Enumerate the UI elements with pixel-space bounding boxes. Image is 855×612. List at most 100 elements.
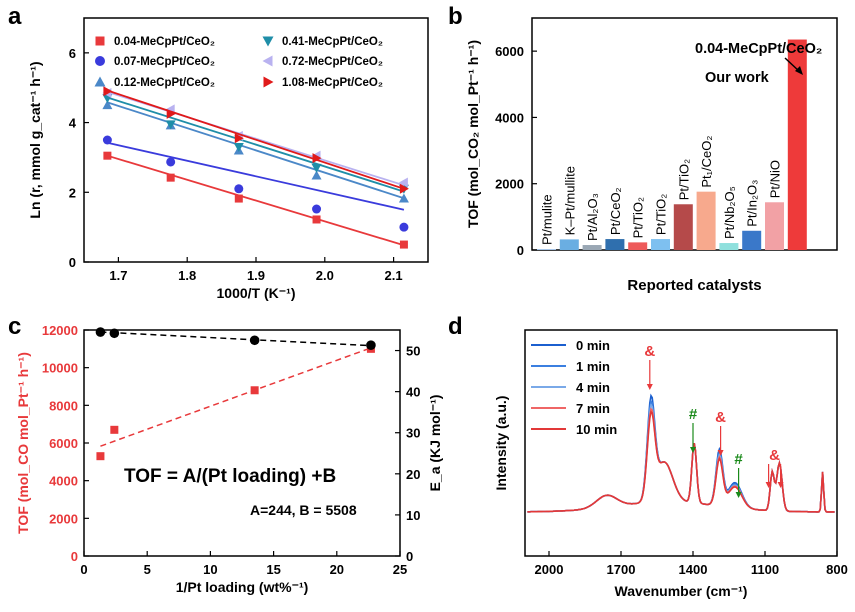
bar-label: K–Pt/mullite — [562, 166, 577, 235]
panel-label-d: d — [448, 313, 463, 340]
y-axis-label-right: E_a (KJ mol⁻¹) — [427, 395, 443, 492]
data-point — [311, 170, 322, 180]
bar-label: Pt/TiO₂ — [676, 159, 691, 200]
tof-point — [96, 452, 105, 461]
data-point — [311, 163, 322, 173]
y-tick-label-left: 2000 — [49, 511, 78, 526]
y-tick-label: 4000 — [495, 110, 524, 125]
data-point — [398, 193, 409, 203]
fit-line — [107, 154, 405, 247]
x-tick-label: 2.0 — [316, 268, 334, 283]
y-tick-label-left: 6000 — [49, 436, 78, 451]
x-tick-label: 15 — [266, 562, 280, 577]
y-tick-label-right: 20 — [406, 467, 420, 482]
annotation-arrow-head — [795, 66, 803, 75]
bar-label: Pt/NiO — [768, 160, 783, 198]
bar-label: Pt/In₂O₃ — [745, 180, 760, 227]
bar — [628, 242, 648, 250]
x-axis-label: 1000/T (K⁻¹) — [217, 285, 296, 301]
band-symbol: # — [734, 451, 743, 468]
data-point — [102, 100, 113, 110]
y-axis-label-left: TOF (mol_CO mol_Pt⁻¹ h⁻¹) — [15, 352, 31, 534]
band-symbol: & — [715, 409, 726, 426]
x-tick-label: 1.7 — [109, 268, 127, 283]
bar-label: Pt₁/CeO₂ — [699, 136, 714, 188]
spectrum-line — [527, 410, 835, 513]
bar — [651, 239, 670, 250]
fit-line — [107, 101, 405, 200]
band-symbol: # — [689, 406, 698, 423]
x-axis-label: Wavenumber (cm⁻¹) — [615, 583, 748, 599]
y-tick-label-right: 0 — [406, 549, 413, 564]
data-point — [234, 194, 243, 203]
annotation-sublabel: Our work — [705, 70, 770, 86]
legend-label: 0.07-MeCpPt/CeO₂ — [114, 56, 215, 68]
data-point — [312, 204, 322, 214]
spectrum-line — [527, 393, 835, 513]
bar-label: Pt/mulite — [540, 194, 555, 245]
legend-marker — [95, 36, 105, 46]
ea-point — [249, 335, 260, 346]
y-tick-label: 2000 — [495, 177, 524, 192]
y-tick-label-left: 10000 — [42, 361, 78, 376]
tof-point — [250, 386, 259, 395]
data-point — [399, 240, 408, 249]
y-tick-label-right: 50 — [406, 344, 420, 359]
band-arrow-head — [777, 482, 784, 488]
bar — [559, 239, 579, 250]
y-tick-label-right: 40 — [406, 385, 420, 400]
x-tick-label: 1100 — [751, 562, 779, 577]
annotation-label: 0.04-MeCpPt/CeO₂ — [695, 41, 822, 57]
data-point — [312, 153, 322, 164]
bar — [742, 230, 762, 250]
band-arrow-head — [735, 492, 742, 498]
plot-frame — [83, 329, 401, 557]
bar — [605, 239, 625, 250]
legend-label: 0.12-MeCpPt/CeO₂ — [114, 77, 215, 89]
data-point — [312, 215, 321, 224]
x-tick-label: 1700 — [607, 562, 636, 577]
plot-frame — [524, 329, 838, 557]
bar — [765, 202, 784, 250]
legend-marker — [94, 76, 106, 87]
x-axis-label: 1/Pt loading (wt%⁻¹) — [176, 579, 309, 595]
y-axis-label: TOF (mol_CO₂ mol_Pt⁻¹ h⁻¹) — [465, 40, 481, 228]
y-tick-label: 0 — [517, 243, 524, 258]
band-arrow-head — [690, 447, 696, 453]
data-point — [234, 133, 244, 144]
x-tick-label: 800 — [826, 562, 848, 577]
legend-label: 10 min — [576, 422, 617, 437]
panel-label-b: b — [448, 3, 463, 30]
legend-label: 1 min — [576, 359, 610, 374]
ea-fit-line — [100, 331, 371, 347]
band-symbol: & — [644, 343, 655, 360]
data-point — [103, 151, 112, 160]
y-tick-label-right: 30 — [406, 426, 420, 441]
ea-point — [95, 327, 106, 337]
y-tick-label-left: 4000 — [49, 474, 78, 489]
x-tick-label: 2.1 — [385, 268, 403, 283]
x-tick-label: 5 — [144, 562, 151, 577]
x-tick-label: 2000 — [535, 562, 564, 577]
x-tick-label: 1.9 — [247, 268, 265, 283]
y-tick-label-right: 10 — [406, 508, 420, 523]
data-point — [399, 222, 409, 232]
band-arrow-head — [646, 384, 653, 390]
data-point — [165, 120, 176, 130]
legend-label: 7 min — [576, 401, 610, 416]
bar — [719, 243, 739, 250]
panel-d-chart: 2000 1700 1400 1100 800 Wavenumber (cm⁻¹) Inte… — [493, 329, 848, 599]
x-tick-label: 20 — [330, 562, 344, 577]
legend-label: 0.04-MeCpPt/CeO₂ — [114, 36, 215, 48]
fit-line — [107, 89, 405, 190]
tof-point — [110, 425, 119, 434]
legend-label: 0 min — [576, 338, 610, 353]
bar-label: Pt/TiO₂ — [631, 197, 646, 238]
bar — [673, 204, 693, 250]
bar-label: Pt/Al₂O₃ — [585, 193, 600, 241]
band-arrow-head — [765, 482, 772, 488]
bar-label: Pt/Nb₂O₅ — [722, 186, 737, 239]
params-text: A=244, B = 5508 — [250, 502, 357, 518]
y-tick-label: 6000 — [495, 44, 524, 59]
